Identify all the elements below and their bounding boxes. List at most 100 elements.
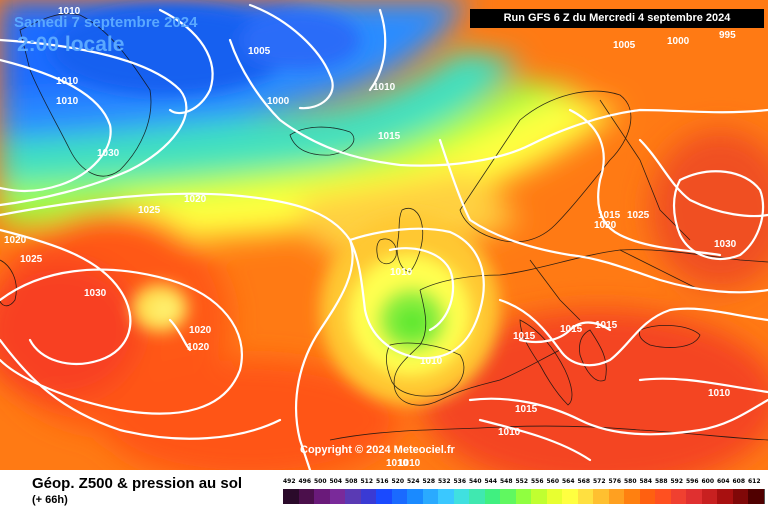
scale-swatch — [500, 489, 517, 504]
scale-label: 592 — [670, 478, 684, 485]
scale-label: 608 — [732, 478, 746, 485]
scale-label: 500 — [314, 478, 327, 485]
scale-label: 512 — [360, 478, 374, 485]
scale-swatch — [732, 489, 749, 504]
scale-swatch — [546, 489, 563, 504]
isobar-label: 1030 — [714, 239, 737, 250]
scale-label: 516 — [376, 478, 389, 485]
scale-swatch — [407, 489, 424, 504]
scale-label: 540 — [469, 478, 482, 485]
isobar-label: 1015 — [513, 331, 536, 342]
isobar-label: 1005 — [613, 40, 636, 51]
scale-swatch — [453, 489, 470, 504]
isobar-label: 1010 — [56, 96, 79, 107]
isobar-label: 1010 — [398, 458, 421, 469]
isobar-label: 1010 — [56, 76, 79, 87]
scale-label: 576 — [608, 478, 622, 485]
isobar-label: 1000 — [667, 36, 690, 47]
scale-label: 612 — [748, 478, 761, 485]
isobar-label: 1010 — [58, 6, 81, 17]
scale-swatch — [562, 489, 579, 504]
scale-label: 568 — [577, 478, 591, 485]
isobar-label: 1010 — [390, 267, 413, 278]
scale-label: 544 — [484, 478, 498, 485]
model-run-label: Run GFS 6 Z du Mercredi 4 septembre 2024 — [470, 9, 764, 28]
isobar-label: 1020 — [187, 342, 210, 353]
scale-swatch — [360, 489, 377, 504]
isobar-label: 1010 — [498, 427, 521, 438]
scale-label: 548 — [500, 478, 513, 485]
isobar-label: 1010 — [708, 388, 731, 399]
scale-label: 536 — [453, 478, 467, 485]
scale-swatch — [391, 489, 408, 504]
isobar-label: 1015 — [595, 320, 618, 331]
scale-swatch — [329, 489, 346, 504]
scale-label: 532 — [438, 478, 451, 485]
isobar-label: 1025 — [20, 254, 43, 265]
scale-swatch — [469, 489, 486, 504]
scale-swatch — [655, 489, 672, 504]
scale-label: 504 — [329, 478, 343, 485]
scale-label: 600 — [701, 478, 715, 485]
isobar-label: 1020 — [4, 235, 27, 246]
scale-swatch — [515, 489, 532, 504]
scale-label: 508 — [345, 478, 358, 485]
scale-swatch — [376, 489, 393, 504]
scale-swatch — [639, 489, 656, 504]
isobar-label: 1015 — [515, 404, 538, 415]
isobar-label: 1010 — [373, 82, 396, 93]
scale-label: 580 — [624, 478, 637, 485]
scale-swatch — [531, 489, 548, 504]
scale-label: 596 — [686, 478, 699, 485]
scale-swatch — [314, 489, 331, 504]
isobar-label: 1015 — [560, 324, 583, 335]
scale-swatch — [608, 489, 625, 504]
legend-title: Géop. Z500 & pression au sol — [32, 475, 243, 492]
scale-swatch — [422, 489, 439, 504]
scale-label: 496 — [298, 478, 312, 485]
scale-swatch — [748, 489, 765, 504]
scale-swatch — [670, 489, 687, 504]
copyright-text: Copyright © 2024 Meteociel.fr — [300, 444, 455, 456]
scale-swatch — [624, 489, 641, 504]
scale-swatch — [593, 489, 610, 504]
scale-label: 560 — [546, 478, 560, 485]
isobar-label: 995 — [719, 30, 736, 41]
scale-swatch — [701, 489, 718, 504]
scale-label: 492 — [283, 478, 296, 485]
isobar-label: 1020 — [594, 220, 617, 231]
isobar-label: 1020 — [184, 194, 207, 205]
scale-label: 524 — [407, 478, 420, 485]
isobar-label: 1020 — [189, 325, 212, 336]
scale-label: 556 — [531, 478, 544, 485]
scale-swatch — [438, 489, 455, 504]
forecast-time: 2:00 locale — [17, 33, 125, 56]
forecast-date: Samedi 7 septembre 2024 — [14, 14, 198, 31]
isobar-label: 1005 — [248, 46, 271, 57]
scale-swatch — [345, 489, 362, 504]
scale-label: 588 — [655, 478, 668, 485]
legend-subtitle: (+ 66h) — [32, 494, 68, 506]
scale-swatch — [283, 489, 300, 504]
isobar-label: 1025 — [138, 205, 161, 216]
scale-label: 528 — [422, 478, 436, 485]
scale-label: 520 — [391, 478, 405, 485]
scale-swatch — [484, 489, 501, 504]
isobar-label: 1030 — [97, 148, 120, 159]
scale-swatch — [298, 489, 315, 504]
scale-swatch — [577, 489, 594, 504]
isobar-label: 1025 — [627, 210, 650, 221]
scale-label: 604 — [717, 478, 730, 485]
isobar-label: 1015 — [598, 210, 621, 221]
scale-label: 552 — [515, 478, 529, 485]
scale-label: 584 — [639, 478, 653, 485]
scale-swatch — [686, 489, 703, 504]
isobar-label: 1010 — [386, 458, 409, 469]
isobar-label: 1000 — [267, 96, 290, 107]
scale-swatch — [717, 489, 734, 504]
scale-label: 564 — [562, 478, 575, 485]
isobar-label: 1010 — [420, 356, 443, 367]
